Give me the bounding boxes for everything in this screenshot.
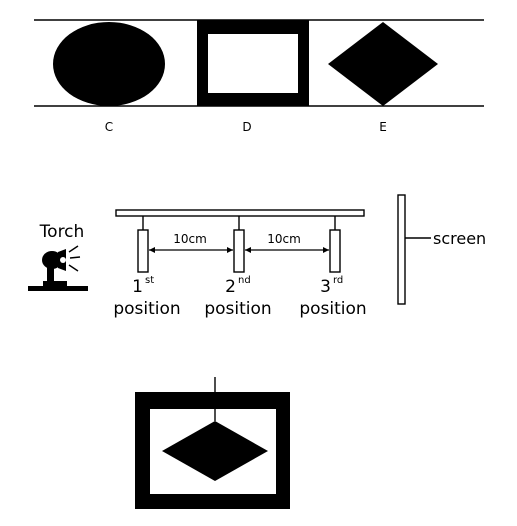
distance-label-2: 10cm: [267, 232, 301, 246]
distance-label-1: 10cm: [173, 232, 207, 246]
hanging-rail: [115, 209, 365, 217]
screen-label: screen: [433, 229, 486, 248]
position-word-2: position: [204, 299, 271, 319]
position-label-1: 1 st position: [113, 275, 180, 319]
label-c: C: [105, 120, 113, 134]
screen: [397, 194, 406, 305]
composite-card: [135, 377, 290, 509]
shapes-row: C D E: [34, 19, 484, 134]
distance-arrow-1: [149, 247, 233, 253]
position-number-3: 3: [320, 277, 331, 297]
shape-e-diamond: [328, 22, 438, 106]
torch-icon: [28, 245, 88, 291]
position-number-2: 2: [225, 277, 236, 297]
card-position-3: [329, 216, 341, 273]
position-word-3: position: [299, 299, 366, 319]
label-d: D: [242, 120, 251, 134]
position-label-3: 3 rd position: [299, 275, 366, 319]
position-number-1: 1: [132, 277, 143, 297]
torch-label: Torch: [39, 222, 85, 242]
position-suffix-3: rd: [333, 275, 343, 286]
card-position-1: [137, 216, 149, 273]
shape-d-frame-inner: [208, 34, 298, 93]
position-suffix-2: nd: [238, 275, 251, 286]
label-e: E: [379, 120, 387, 134]
card-position-2: [233, 216, 245, 273]
shape-c-ellipse: [53, 22, 165, 106]
position-label-2: 2 nd position: [204, 275, 271, 319]
position-word-1: position: [113, 299, 180, 319]
apparatus: Torch: [28, 194, 486, 319]
diamond-cutout: [162, 421, 268, 481]
distance-arrow-2: [245, 247, 329, 253]
position-suffix-1: st: [145, 275, 154, 286]
